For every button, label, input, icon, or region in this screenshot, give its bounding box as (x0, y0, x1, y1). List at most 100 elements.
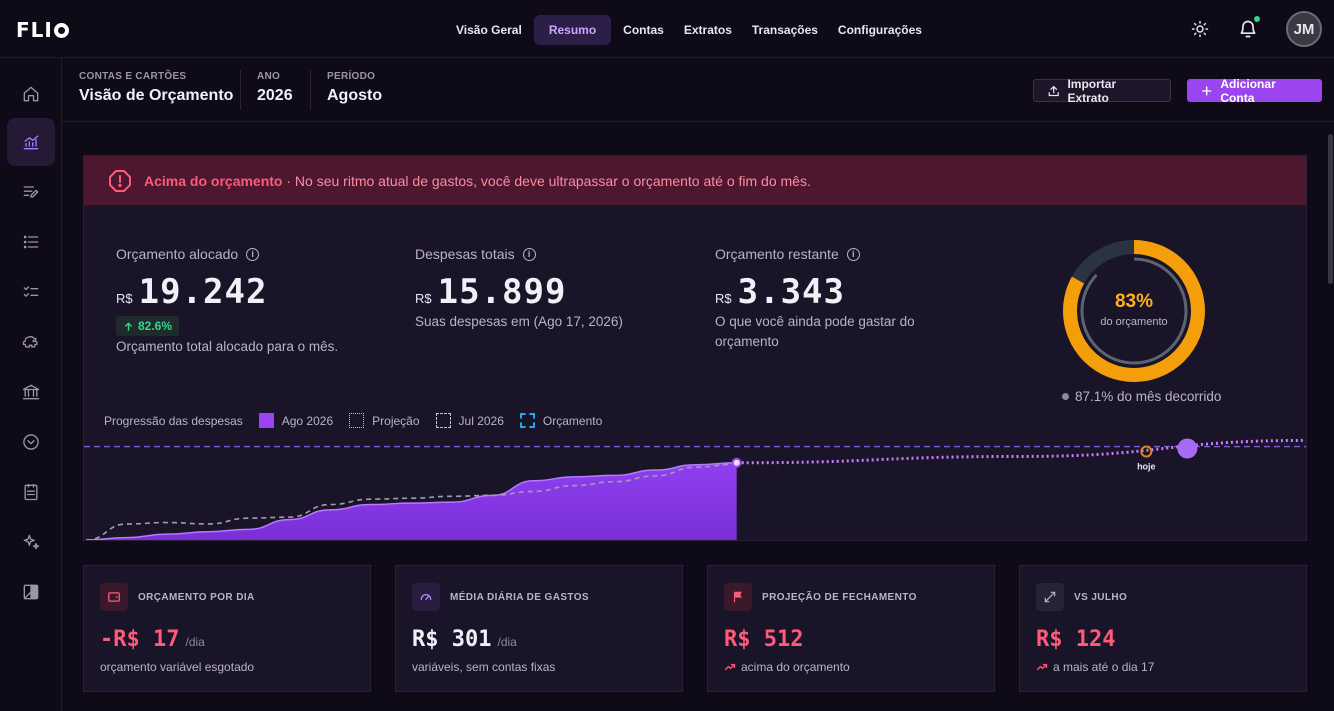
crumb-label: CONTAS E CARTÕES (79, 71, 187, 82)
kpi-vs-july: VS JULHO R$ 124 a mais até o dia 17 (1019, 565, 1307, 692)
page-title: Visão de Orçamento (79, 87, 234, 104)
home-icon (23, 86, 39, 102)
sidebar-contrast[interactable] (7, 568, 55, 616)
sidebar (0, 58, 62, 711)
crumb-period[interactable]: PERÍODO Agosto (327, 71, 382, 105)
projection-line (736, 438, 1306, 465)
over-budget-alert: Acima do orçamento · No seu ritmo atual … (84, 156, 1306, 205)
flag-icon (724, 583, 752, 611)
stat-remaining: Orçamento restante i R$ 3.343 O que você a… (715, 246, 975, 352)
info-icon[interactable]: i (246, 247, 260, 261)
stat-spent: Despesas totais i R$ 15.899 Suas despesas … (415, 246, 623, 332)
stat-description: Orçamento total alocado para o mês. (116, 338, 339, 354)
info-icon[interactable]: i (846, 247, 860, 261)
compare-icon (1036, 583, 1064, 611)
bank-icon (22, 384, 40, 400)
sidebar-checklist[interactable] (7, 268, 55, 316)
kpi-value: R$ 301 (412, 627, 492, 652)
chevron-circle-icon (23, 434, 39, 450)
import-statement-button[interactable]: Importar Extrato (1033, 77, 1171, 105)
add-account-button[interactable]: Adicionar Conta (1187, 76, 1322, 105)
aug-2026-line (85, 462, 737, 540)
legend-orcamento[interactable]: Orçamento (519, 413, 602, 428)
notifications-bell-icon[interactable] (1235, 14, 1262, 42)
stat-description: Suas despesas em (Ago 17, 2026) (415, 314, 623, 329)
info-icon[interactable]: i (522, 247, 536, 261)
year-value: 2026 (257, 87, 293, 104)
tab-contas[interactable]: Contas (623, 23, 664, 37)
kpi-title: VS JULHO (1074, 591, 1128, 603)
trend-up-icon (1036, 663, 1048, 671)
page-subheader: CONTAS E CARTÕES Visão de Orçamento ANO … (62, 58, 1334, 122)
tab-resumo[interactable]: Resumo (533, 15, 612, 45)
aug-2026-area (86, 462, 737, 540)
tab-extratos[interactable]: Extratos (683, 23, 732, 37)
alert-title: Acima do orçamento (144, 172, 283, 189)
legend-ago-2026[interactable]: Ago 2026 (258, 413, 333, 428)
spent-value: 15.899 (437, 272, 567, 312)
sidebar-savings[interactable] (7, 318, 55, 366)
plus-icon (1202, 85, 1212, 96)
sidebar-home[interactable] (7, 70, 55, 118)
arrow-up-icon (125, 321, 132, 331)
user-avatar[interactable]: JM (1286, 11, 1322, 47)
kpi-value: R$ 124 (1036, 627, 1116, 652)
stat-label: Despesas totais (415, 246, 515, 262)
stat-allocated: Orçamento alocado i R$ 19.242 82.6% Orçame… (116, 246, 338, 357)
top-bar: FLI Visão Geral Resumo Contas Extratos T… (0, 0, 1334, 58)
chart-legend: Progressão das despesas Ago 2026 Projeçã… (104, 413, 602, 428)
sidebar-ai[interactable] (7, 518, 55, 566)
tab-visao-geral[interactable]: Visão Geral (456, 23, 522, 37)
app-logo[interactable]: FLI (16, 18, 69, 42)
warning-icon (109, 169, 131, 192)
allocated-value: 19.242 (138, 272, 268, 312)
trend-up-icon (724, 663, 736, 671)
today-point (731, 457, 742, 468)
legend-title: Progressão das despesas (104, 413, 243, 428)
alert-message: · No seu ritmo atual de gastos, você dev… (282, 172, 811, 189)
remaining-value: 3.343 (737, 272, 845, 312)
list-icon (23, 235, 39, 249)
donut-subtitle: do orçamento (1100, 316, 1168, 328)
main-nav: Visão Geral Resumo Contas Extratos Trans… (448, 15, 930, 45)
kpi-value: R$ 512 (724, 627, 804, 652)
tab-configuracoes[interactable]: Configurações (837, 23, 922, 37)
sidebar-bank[interactable] (7, 368, 55, 416)
wallet-icon (100, 583, 128, 611)
kpi-value: -R$ 17 (100, 627, 180, 652)
jul-2026-line (85, 463, 737, 540)
sidebar-edit-list[interactable] (7, 168, 55, 216)
legend-projecao[interactable]: Projeção (349, 413, 420, 428)
kpi-budget-per-day: ORÇAMENTO POR DIA -R$ 17/dia orçamento v… (83, 565, 371, 692)
crumb-year[interactable]: ANO 2026 (257, 71, 293, 105)
piggy-bank-icon (22, 336, 38, 348)
notification-dot (1252, 14, 1262, 24)
sidebar-chart[interactable] (7, 118, 55, 166)
stat-description: O que você ainda pode gastar do orçament… (715, 314, 915, 349)
month-elapsed: 87.1% do mês decorrido (1062, 389, 1221, 404)
scrollbar-thumb[interactable] (1328, 134, 1333, 284)
logo-o-mark (53, 23, 69, 38)
projection-end-bubble (1177, 438, 1198, 459)
tab-transacoes[interactable]: Transações (751, 23, 818, 37)
contrast-icon (23, 584, 39, 600)
currency: R$ (415, 291, 432, 306)
sidebar-list[interactable] (7, 218, 55, 266)
add-label: Adicionar Conta (1220, 76, 1276, 105)
checklist-icon (23, 286, 39, 297)
stat-label: Orçamento alocado (116, 246, 239, 262)
today-label: hoje (1137, 462, 1156, 472)
crumb-accounts[interactable]: CONTAS E CARTÕES Visão de Orçamento (79, 71, 233, 105)
theme-toggle-sun-icon[interactable] (1187, 16, 1213, 42)
sidebar-expand[interactable] (7, 418, 55, 466)
kpi-footnote-row: acima do orçamento (724, 660, 850, 674)
sidebar-calendar[interactable] (7, 468, 55, 516)
donut-elapsed-ring (1080, 257, 1188, 365)
spending-progression-chart: hoje (84, 438, 1306, 540)
edit-list-icon (23, 186, 39, 198)
stat-label: Orçamento restante (715, 246, 839, 262)
divider (240, 70, 241, 110)
legend-jul-2026[interactable]: Jul 2026 (435, 413, 504, 428)
sparkles-icon (23, 534, 40, 550)
kpi-closing-projection: PROJEÇÃO DE FECHAMENTO R$ 512 acima do o… (707, 565, 995, 692)
